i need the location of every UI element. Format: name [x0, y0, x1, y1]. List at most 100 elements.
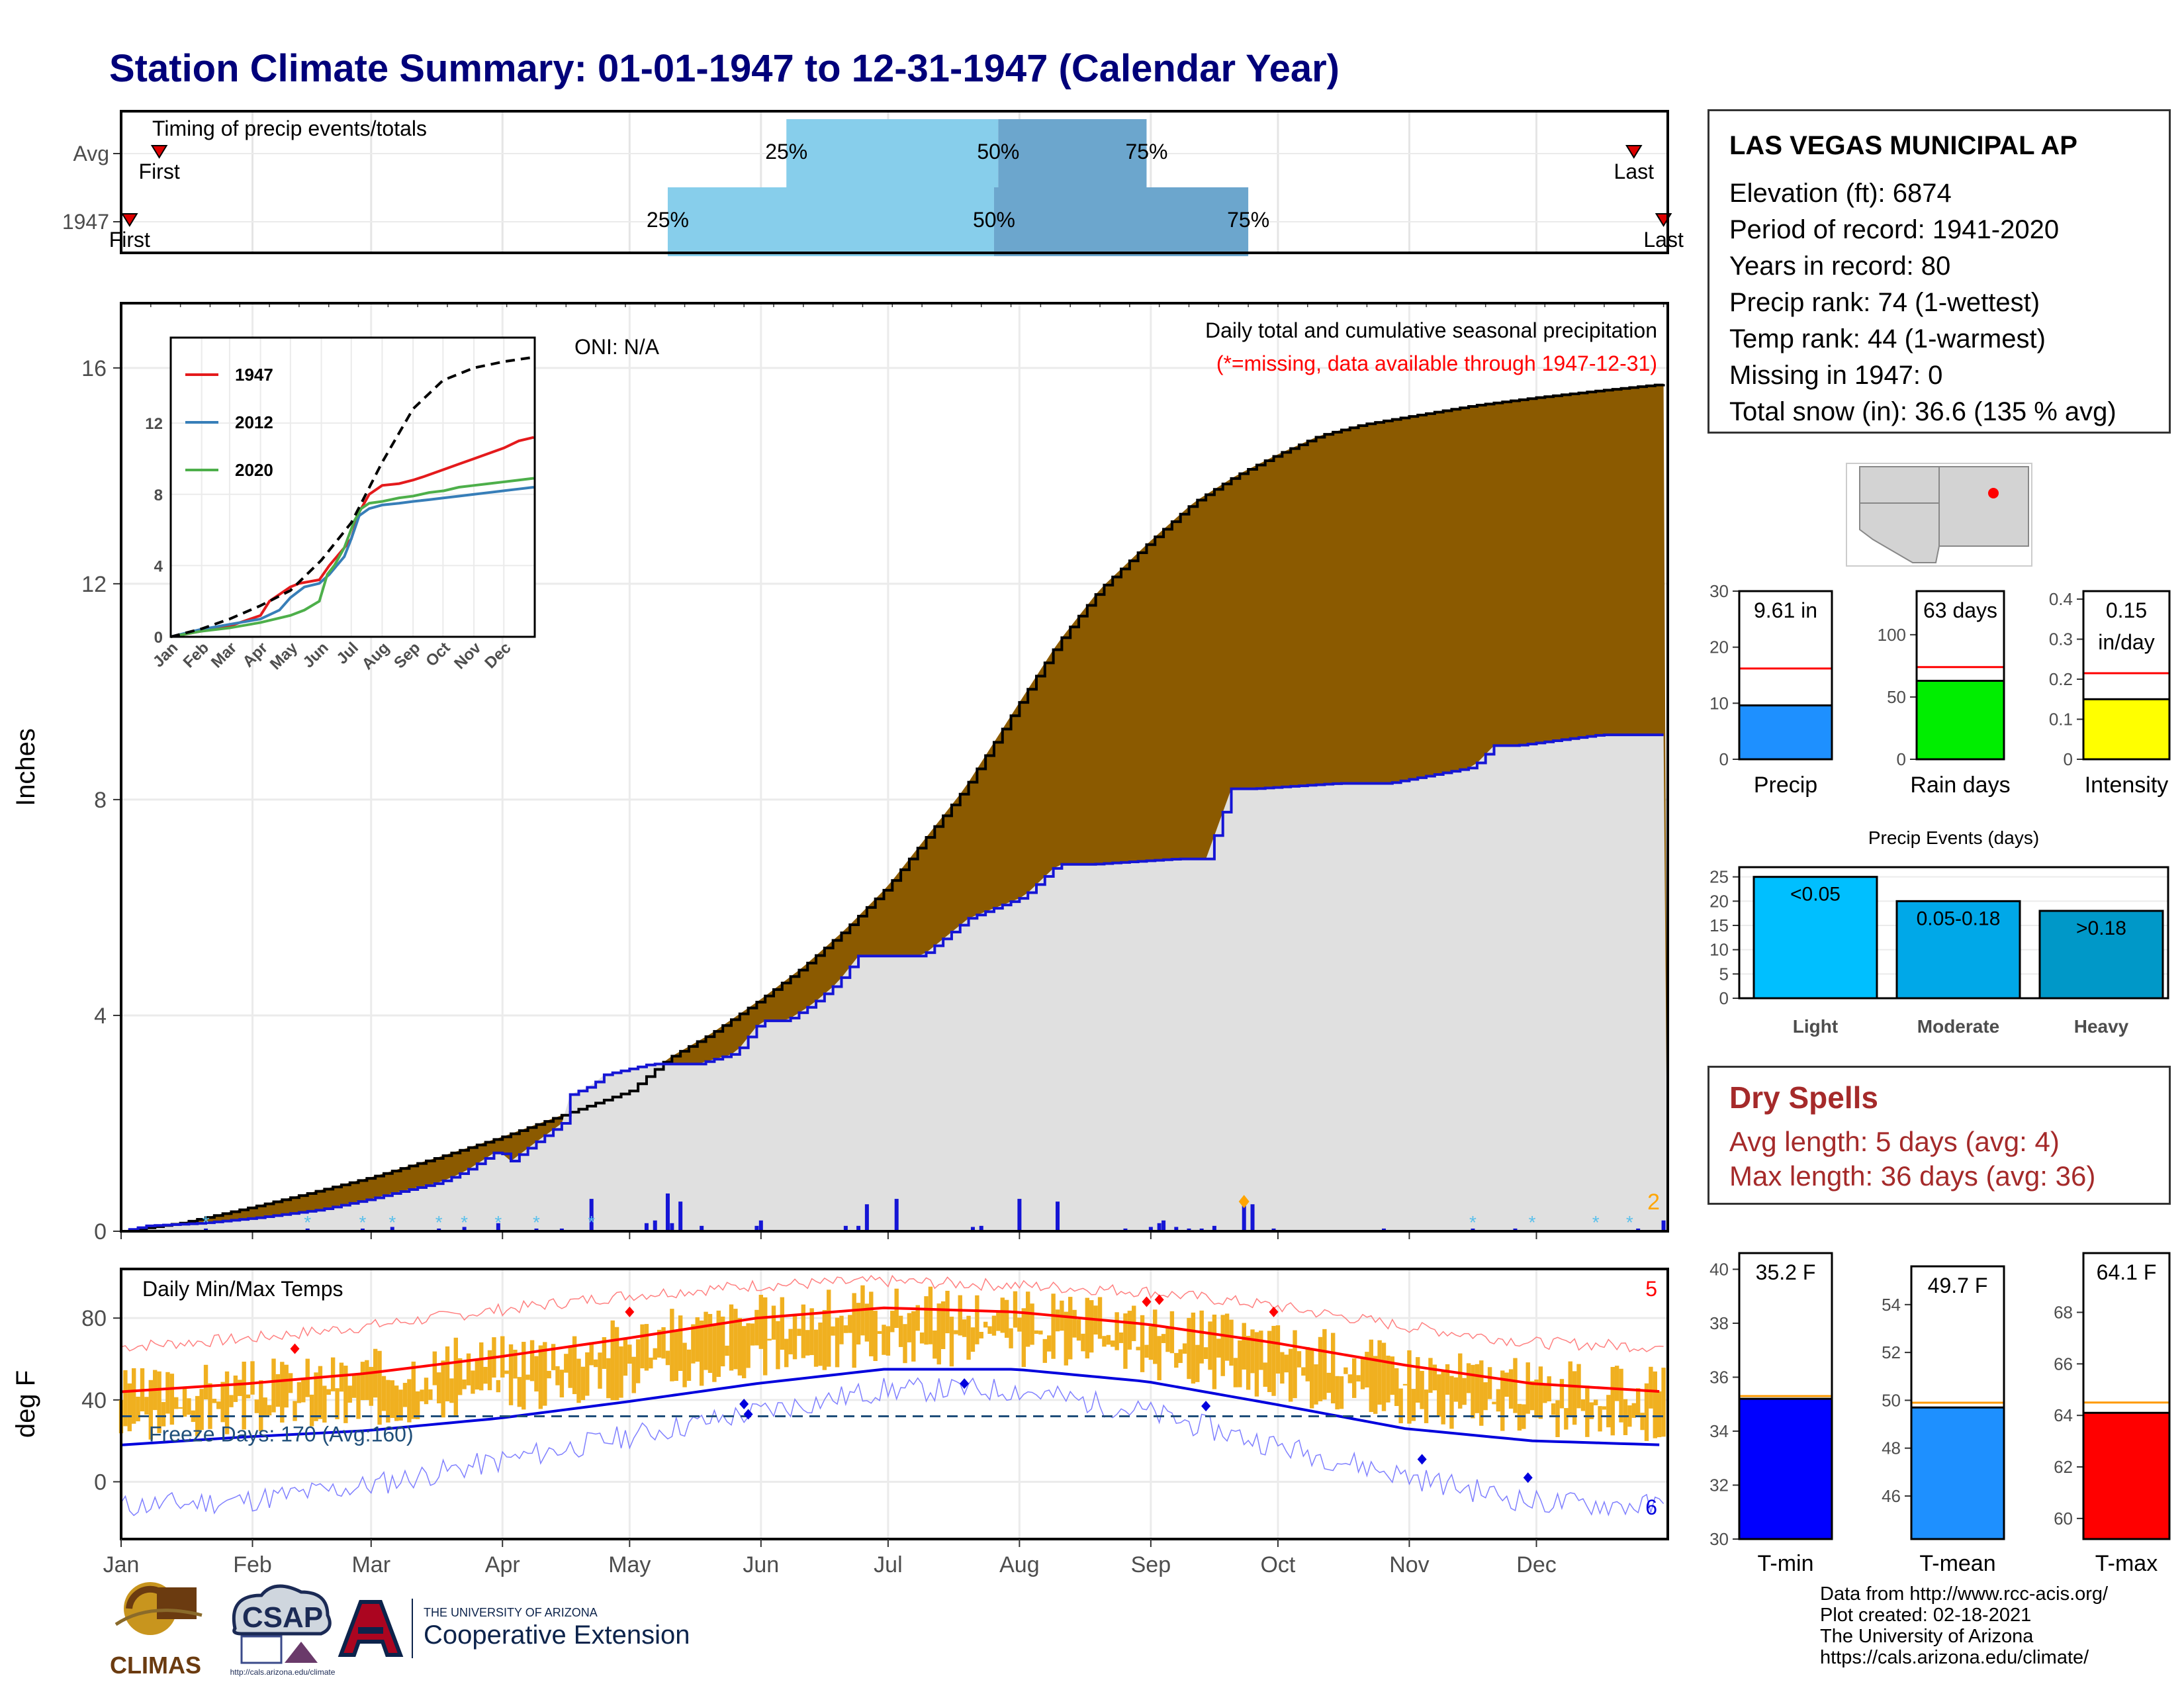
- daily-temp-bar: [1115, 1312, 1119, 1350]
- snow-marker: *: [588, 1212, 595, 1233]
- daily-temp-bar: [707, 1313, 713, 1374]
- daily-temp-bar: [301, 1378, 306, 1403]
- precip-total-label: Precip: [1754, 773, 1817, 798]
- daily-temp-bar: [525, 1374, 530, 1380]
- daily-temp-bar: [644, 1324, 649, 1371]
- daily-temp-bar: [1534, 1379, 1539, 1418]
- daily-temp-bar: [1513, 1358, 1518, 1413]
- temp-summary-t-max-ytick-label: 68: [2054, 1303, 2073, 1323]
- daily-precip-bar: [894, 1199, 899, 1231]
- temp-ytick-label: 0: [94, 1470, 107, 1495]
- dry-spells-avg: Avg length: 5 days (avg: 4): [1729, 1126, 2060, 1157]
- daily-precip-bar: [1199, 1228, 1204, 1231]
- daily-temp-bar: [958, 1295, 962, 1336]
- daily-temp-bar: [1038, 1331, 1043, 1335]
- temp-summary-t-min-ytick-label: 36: [1709, 1367, 1729, 1387]
- precip-total-ytick-label: 0: [1719, 749, 1729, 769]
- daily-temp-bar: [1106, 1335, 1111, 1345]
- daily-temp-bar: [1157, 1336, 1161, 1381]
- daily-temp-bar: [848, 1315, 852, 1333]
- month-label: Jul: [874, 1552, 902, 1577]
- daily-temp-bar: [589, 1342, 594, 1366]
- daily-precip-bar: [758, 1220, 763, 1231]
- daily-temp-bar: [1136, 1346, 1140, 1350]
- inset-series-line-Avg: [170, 355, 534, 638]
- temp-summary-t-min-ytick-label: 32: [1709, 1475, 1729, 1495]
- daily-temp-bar: [402, 1383, 408, 1407]
- daily-temp-bar: [822, 1310, 827, 1370]
- daily-temp-bar: [513, 1349, 518, 1379]
- precip-events-ytick-label: 25: [1709, 867, 1729, 887]
- daily-temp-bar: [377, 1350, 382, 1425]
- daily-temp-bar: [157, 1371, 161, 1433]
- daily-temp-bar: [1416, 1357, 1420, 1403]
- daily-temp-bar: [296, 1382, 302, 1403]
- daily-temp-bar: [593, 1359, 598, 1368]
- credit-url: https://cals.arizona.edu/climate/: [1820, 1647, 2089, 1668]
- daily-temp-bar: [1402, 1383, 1408, 1385]
- daily-temp-bar: [360, 1362, 365, 1401]
- daily-temp-bar: [614, 1327, 619, 1401]
- daily-temp-bar: [318, 1366, 323, 1419]
- daily-temp-bar: [1102, 1336, 1107, 1347]
- daily-temp-bar: [1640, 1413, 1645, 1430]
- daily-precip-bar: [559, 1228, 564, 1231]
- daily-temp-bar: [309, 1394, 314, 1427]
- daily-temp-bar: [1572, 1371, 1577, 1425]
- timing-p25-label: 25%: [765, 140, 807, 164]
- daily-temp-bar: [869, 1291, 874, 1356]
- daily-temp-bar: [1424, 1389, 1429, 1423]
- daily-temp-bar: [424, 1378, 429, 1405]
- precip-frame: [120, 302, 1669, 1233]
- daily-temp-bar: [864, 1303, 870, 1342]
- daily-temp-bar: [856, 1303, 861, 1345]
- snow-marker: *: [494, 1212, 502, 1233]
- daily-temp-bar: [394, 1385, 399, 1421]
- daily-temp-bar: [174, 1397, 179, 1409]
- temp-summary-t-min-value-label: 35.2 F: [1756, 1260, 1816, 1284]
- daily-temp-bar: [1250, 1329, 1255, 1374]
- daily-precip-bar: [1271, 1228, 1276, 1231]
- rain-days-bar: [1915, 679, 2005, 761]
- daily-temp-bar: [411, 1361, 416, 1419]
- daily-temp-bar: [1068, 1297, 1073, 1360]
- daily-temp-bar: [1483, 1382, 1488, 1411]
- daily-temp-bar: [1449, 1376, 1454, 1429]
- precip-events-category: Light: [1793, 1016, 1838, 1037]
- precip-ytick-label: 8: [94, 788, 107, 813]
- precip-total-value-label: 9.61 in: [1754, 598, 1817, 622]
- daily-temp-bar: [462, 1379, 467, 1389]
- daily-temp-bar: [432, 1351, 437, 1385]
- inset-ytick-label: 12: [145, 415, 163, 433]
- ua-line1: THE UNIVERSITY OF ARIZONA: [424, 1606, 598, 1619]
- daily-temp-bar: [670, 1309, 674, 1382]
- inset-series-line-2012: [170, 486, 534, 638]
- precip-ylabel: Inches: [11, 728, 40, 806]
- daily-temp-bar: [1199, 1310, 1204, 1364]
- daily-temp-bar: [1216, 1338, 1221, 1358]
- timing-bar-lower-1: [667, 187, 994, 256]
- daily-temp-bar: [1259, 1331, 1263, 1370]
- daily-temp-bar: [1161, 1334, 1166, 1343]
- timing-row-label: 1947: [62, 210, 109, 234]
- daily-temp-bar: [187, 1398, 191, 1415]
- timing-bar-upper-0: [998, 119, 1147, 188]
- daily-temp-bar: [640, 1324, 645, 1369]
- daily-temp-bar: [543, 1342, 547, 1406]
- daily-temp-bar: [996, 1311, 1001, 1331]
- timing-first-label: First: [109, 228, 150, 252]
- daily-temp-bar: [229, 1395, 234, 1407]
- avg-min-line: [120, 1368, 1660, 1446]
- daily-temp-bar: [127, 1383, 132, 1432]
- station-temp-rank: Temp rank: 44 (1-warmest): [1729, 324, 2046, 353]
- daily-temp-bar: [674, 1330, 678, 1382]
- temp-summary-t-max-ytick-label: 62: [2054, 1457, 2073, 1477]
- daily-temp-bar: [1631, 1403, 1636, 1418]
- precip-total-ytick-label: 20: [1709, 637, 1729, 657]
- daily-temp-bar: [1356, 1375, 1361, 1382]
- credit-university: The University of Arizona: [1820, 1626, 2034, 1647]
- daily-temp-bar: [479, 1342, 484, 1391]
- timing-first-marker: [150, 145, 168, 159]
- daily-temp-bar: [1462, 1378, 1467, 1405]
- precip-events-title: Precip Events (days): [1868, 827, 2039, 848]
